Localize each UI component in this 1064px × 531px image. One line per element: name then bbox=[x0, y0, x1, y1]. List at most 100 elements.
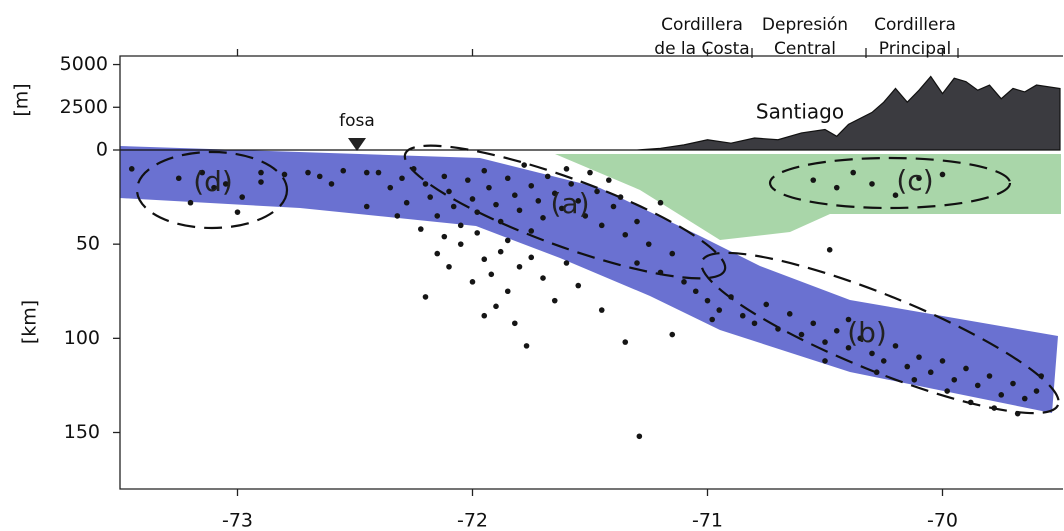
earthquake bbox=[822, 358, 828, 364]
earthquake bbox=[728, 294, 734, 300]
earthquake bbox=[622, 339, 629, 345]
axis-frame bbox=[119, 55, 1063, 150]
zone-a bbox=[403, 144, 727, 280]
earthquake bbox=[403, 199, 410, 206]
earthquakes bbox=[128, 162, 1044, 440]
region-label: Cordillera bbox=[661, 15, 743, 35]
y-axis-label: [km] bbox=[19, 300, 41, 344]
earthquake bbox=[892, 192, 899, 198]
earthquake bbox=[657, 199, 664, 206]
earthquake bbox=[363, 203, 370, 210]
earthquake bbox=[634, 260, 640, 266]
earthquake bbox=[328, 181, 335, 187]
earthquake bbox=[422, 181, 429, 187]
earthquake bbox=[551, 297, 558, 304]
earthquake bbox=[833, 184, 840, 191]
continental-crust bbox=[555, 154, 1061, 240]
earthquake bbox=[739, 312, 746, 319]
earthquake bbox=[559, 205, 565, 212]
earthquake bbox=[504, 175, 511, 182]
earthquake bbox=[598, 222, 605, 229]
earthquake bbox=[540, 275, 546, 281]
zone-label: (d) bbox=[193, 165, 233, 198]
earthquake bbox=[869, 350, 875, 357]
earthquake bbox=[563, 260, 570, 266]
earthquake bbox=[974, 382, 981, 389]
earthquake bbox=[441, 233, 448, 240]
earthquake bbox=[669, 331, 676, 338]
annotation: Santiago bbox=[756, 100, 844, 124]
topography bbox=[120, 75, 1061, 151]
earthquake bbox=[340, 167, 347, 174]
earthquake bbox=[486, 184, 492, 191]
earthquake bbox=[258, 169, 264, 176]
zone-label: (c) bbox=[896, 164, 933, 197]
earthquake bbox=[441, 173, 448, 180]
earthquake bbox=[939, 171, 946, 178]
earthquake bbox=[512, 320, 518, 327]
earthquake bbox=[916, 175, 922, 182]
earthquake bbox=[657, 269, 664, 276]
earthquake bbox=[1010, 380, 1016, 387]
earthquake bbox=[939, 358, 946, 364]
earthquake bbox=[991, 405, 997, 411]
earthquake bbox=[850, 169, 856, 176]
earthquake bbox=[634, 218, 640, 225]
earthquake bbox=[465, 177, 471, 183]
earthquake bbox=[540, 215, 546, 221]
earthquake bbox=[316, 173, 323, 180]
earthquake bbox=[187, 199, 194, 206]
earthquake bbox=[598, 307, 605, 313]
earthquake bbox=[387, 184, 394, 191]
earthquake bbox=[528, 254, 535, 261]
earthquake bbox=[211, 184, 217, 191]
earthquake bbox=[394, 213, 401, 219]
earthquake bbox=[457, 241, 464, 247]
earthquake bbox=[523, 343, 530, 349]
earthquake bbox=[175, 175, 182, 182]
zone-c bbox=[768, 156, 1012, 210]
earthquake bbox=[575, 198, 582, 204]
earthquake bbox=[967, 399, 974, 406]
earthquake bbox=[305, 169, 311, 176]
earthquake bbox=[544, 173, 551, 180]
earthquake bbox=[810, 177, 817, 183]
earthquake bbox=[551, 190, 558, 197]
earthquake bbox=[427, 194, 434, 200]
earthquake bbox=[681, 279, 687, 285]
earthquake bbox=[410, 166, 417, 172]
earthquake bbox=[446, 188, 452, 195]
y-tick-label: 5000 bbox=[60, 53, 108, 75]
earthquake bbox=[422, 294, 429, 300]
earthquake bbox=[469, 279, 476, 285]
x-tick-label: -73 bbox=[222, 510, 253, 531]
zone-label: (b) bbox=[847, 316, 887, 349]
earthquake bbox=[1038, 373, 1044, 379]
earthquake bbox=[751, 320, 758, 327]
earthquake bbox=[239, 194, 245, 200]
region-label: Cordillera bbox=[874, 15, 956, 35]
region-label: de la Costa bbox=[654, 39, 749, 59]
earthquake bbox=[826, 247, 833, 253]
earthquake bbox=[450, 203, 457, 210]
earthquake bbox=[1014, 410, 1021, 417]
earthquake bbox=[497, 218, 504, 225]
earthquake bbox=[474, 209, 481, 215]
earthquake bbox=[636, 433, 643, 440]
earthquake bbox=[497, 248, 504, 255]
zone-label: (a) bbox=[550, 187, 589, 220]
seismic-zones bbox=[135, 144, 1060, 415]
earthquake bbox=[481, 312, 488, 319]
y-axis-label: [m] bbox=[11, 83, 33, 116]
earthquake bbox=[944, 388, 950, 394]
earthquake bbox=[916, 354, 922, 360]
earthquake bbox=[563, 166, 570, 172]
earthquake bbox=[516, 263, 523, 270]
earthquake bbox=[998, 392, 1005, 398]
earthquake bbox=[474, 230, 481, 236]
region-label: Principal bbox=[879, 39, 951, 59]
earthquake bbox=[775, 326, 781, 332]
earthquake bbox=[606, 177, 612, 183]
earthquake bbox=[199, 169, 206, 176]
